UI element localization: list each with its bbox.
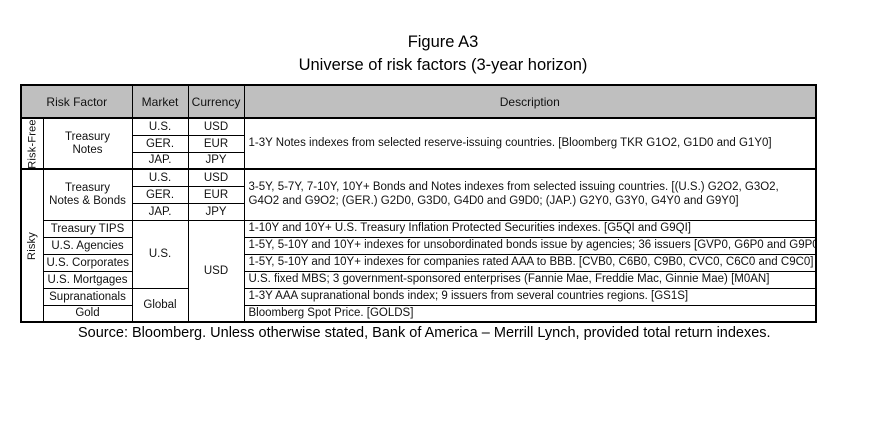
cell-desc-supranationals: 1-3Y AAA supranational bonds index; 9 is… <box>243 287 817 306</box>
cell-market-global: Global <box>131 287 189 323</box>
cell-market-ger: GER. <box>131 134 189 153</box>
group-cell-risky: Risky <box>20 168 44 323</box>
cell-currency-usd: USD <box>187 168 245 187</box>
cell-desc-treasury-notes-bonds: 3-5Y, 5-7Y, 7-10Y, 10Y+ Bonds and Notes … <box>243 168 817 221</box>
table-row: Gold Bloomberg Spot Price. [GOLDS] <box>21 304 817 323</box>
cell-desc-treasury-notes: 1-3Y Notes indexes from selected reserve… <box>243 117 817 170</box>
rotated-label-box: Risk-Free <box>22 118 42 169</box>
cell-factor-us-agencies: U.S. Agencies <box>42 236 133 255</box>
cell-desc-us-mortgages: U.S. fixed MBS; 3 government-sponsored e… <box>243 270 817 289</box>
cell-currency-eur: EUR <box>187 185 245 204</box>
figure-number: Figure A3 <box>407 33 479 51</box>
figure-title-block: Figure A3 Universe of risk factors (3-ye… <box>0 31 886 77</box>
table-row: Risk-Free Treasury Notes U.S. USD 1-3Y N… <box>20 117 817 170</box>
cell-market-jap: JAP. <box>131 202 189 221</box>
cell-factor-gold: Gold <box>42 304 133 323</box>
cell-factor-treasury-tips: Treasury TIPS <box>42 219 133 238</box>
header-row: Risk Factor Market Currency Description <box>20 84 817 119</box>
cell-factor-us-corporates: U.S. Corporates <box>42 253 133 272</box>
risky-group-label: Risky <box>26 231 39 260</box>
cell-desc-gold: Bloomberg Spot Price. [GOLDS] <box>243 304 817 323</box>
cell-market-ger: GER. <box>131 185 189 204</box>
cell-currency-eur: EUR <box>187 134 245 153</box>
risk-free-group-label: Risk-Free <box>26 118 39 169</box>
header-currency: Currency <box>187 84 245 119</box>
cell-desc-treasury-tips: 1-10Y and 10Y+ U.S. Treasury Inflation P… <box>243 219 817 238</box>
cell-factor-supranationals: Supranationals <box>42 287 133 306</box>
cell-currency-usd: USD <box>187 117 245 136</box>
cell-market-us: U.S. <box>131 117 189 136</box>
figure-subtitle: Universe of risk factors (3-year horizon… <box>298 56 588 74</box>
risk-factors-table: Risk Factor Market Currency Description … <box>20 84 817 323</box>
cell-factor-treasury-notes: Treasury Notes <box>42 117 133 170</box>
header-description: Description <box>243 84 817 119</box>
cell-currency-jpy: JPY <box>187 202 245 221</box>
rotated-label-box: Risky <box>22 171 42 321</box>
source-note: Source: Bloomberg. Unless otherwise stat… <box>78 325 771 341</box>
header-risk-factor: Risk Factor <box>20 84 133 119</box>
cell-currency-usd-span: USD <box>187 219 245 323</box>
cell-market-us: U.S. <box>131 168 189 187</box>
cell-currency-jpy: JPY <box>187 151 245 170</box>
table-row: Supranationals Global 1-3Y AAA supranati… <box>21 287 817 323</box>
cell-factor-treasury-notes-bonds: Treasury Notes & Bonds <box>42 168 133 221</box>
cell-market-us-span: U.S. <box>131 219 189 289</box>
cell-factor-us-mortgages: U.S. Mortgages <box>42 270 133 289</box>
table-row: U.S. Agencies 1-5Y, 5-10Y and 10Y+ index… <box>21 236 817 255</box>
cell-desc-us-corporates: 1-5Y, 5-10Y and 10Y+ indexes for compani… <box>243 253 817 272</box>
group-cell-risk-free: Risk-Free <box>20 117 44 170</box>
table-row: U.S. Mortgages U.S. fixed MBS; 3 governm… <box>21 270 817 289</box>
header-market: Market <box>131 84 189 119</box>
cell-desc-us-agencies: 1-5Y, 5-10Y and 10Y+ indexes for unsobor… <box>243 236 817 255</box>
table-row: Treasury TIPS U.S. USD 1-10Y and 10Y+ U.… <box>21 219 817 323</box>
cell-market-jap: JAP. <box>131 151 189 170</box>
table-row: GER. EUR <box>21 185 816 204</box>
table-row: Risky Treasury Notes & Bonds U.S. USD 3-… <box>20 168 817 323</box>
